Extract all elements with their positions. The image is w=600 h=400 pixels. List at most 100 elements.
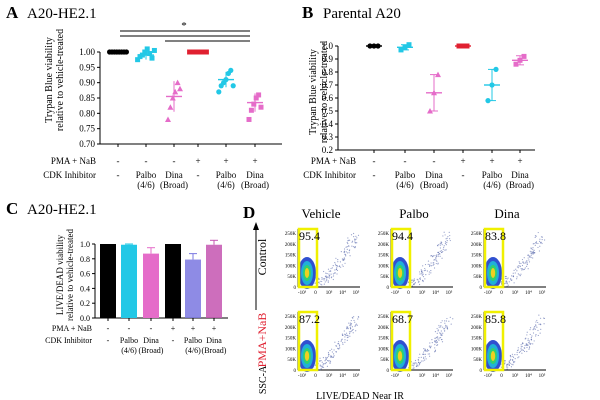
flow-dot [441, 257, 443, 259]
row2-value: Dina [165, 170, 183, 180]
flow-dot [349, 239, 351, 241]
flow-dot [539, 332, 541, 334]
flow-dot [412, 365, 414, 367]
flow-dot [439, 253, 441, 255]
row1-value: - [433, 156, 436, 166]
flow-dot [412, 279, 414, 281]
flow-dot [512, 355, 514, 357]
flow-dot [423, 357, 425, 360]
flow-y-tick: 0 [294, 286, 297, 291]
flow-gate-box [390, 227, 412, 289]
flow-dot [505, 275, 507, 278]
flow-density [397, 351, 403, 361]
flow-y-tick: 150K [378, 337, 390, 342]
flow-dot [516, 351, 518, 353]
flow-dot [321, 280, 323, 283]
y-tick-label: 0.85 [79, 93, 95, 103]
flow-dot [349, 255, 351, 257]
flow-dot [514, 354, 516, 356]
flow-col-label-vehicle: Vehicle [302, 206, 341, 221]
flow-dot [511, 275, 513, 277]
flow-dot [440, 326, 442, 328]
flow-gate-box [483, 227, 505, 289]
row1-value: - [404, 156, 407, 166]
flow-dot [534, 236, 536, 239]
flow-y-tick: 150K [471, 337, 483, 342]
flow-dot [523, 350, 526, 353]
flow-dot [354, 239, 356, 241]
flow-dot [355, 330, 357, 332]
flow-dot [518, 274, 520, 276]
flow-dot [428, 273, 430, 275]
flow-dot [450, 323, 452, 325]
flow-dot [541, 236, 543, 238]
flow-x-tick: 10⁵ [446, 373, 453, 379]
flow-dot [418, 362, 420, 364]
flow-dot [513, 282, 515, 284]
flow-dot [510, 358, 512, 360]
flow-dot [519, 265, 521, 268]
flow-y-axis-label: SSC-A [258, 365, 269, 394]
flow-dot [355, 235, 357, 237]
flow-dot [440, 251, 443, 254]
flow-dot [429, 342, 431, 344]
flow-dot [344, 253, 346, 255]
flow-dot [522, 342, 524, 344]
flow-dot [423, 353, 425, 355]
flow-dot [433, 267, 436, 269]
panel-b-ylabel-1: Trypan Blue viability [308, 49, 319, 135]
flow-dot [330, 356, 332, 358]
flow-dot [540, 324, 542, 326]
flow-dot [326, 365, 328, 367]
flow-dot [444, 234, 446, 236]
flow-dot [351, 245, 353, 247]
flow-dot [337, 343, 339, 345]
flow-dot [326, 278, 328, 280]
flow-x-tick: 10³ [419, 373, 426, 379]
flow-dot [445, 244, 447, 246]
flow-dot [356, 324, 358, 326]
panel-a-point [251, 101, 257, 107]
flow-dot [322, 357, 325, 359]
flow-dot [418, 364, 420, 366]
row1-value: + [171, 324, 176, 333]
y-tick-label: 0.6 [80, 270, 90, 279]
flow-dot [428, 350, 430, 352]
flow-y-tick: 200K [471, 326, 483, 331]
flow-dot [324, 281, 326, 283]
flow-y-arrowhead [253, 222, 259, 230]
flow-dot [329, 362, 331, 365]
flow-gate-box [390, 310, 412, 372]
flow-dot [419, 273, 421, 275]
row2-value: Palbo [184, 336, 202, 345]
flow-dot [318, 277, 320, 279]
flow-dot [335, 268, 338, 270]
flow-dot [415, 362, 417, 364]
y-tick-label: 0.3 [322, 132, 334, 142]
flow-dot [352, 328, 354, 331]
flow-dot [527, 268, 529, 270]
flow-dot [328, 270, 330, 272]
panel-a-point [147, 51, 153, 57]
flow-dot [537, 334, 539, 337]
flow-dot [512, 359, 514, 362]
flow-dot [524, 267, 526, 269]
flow-dot [529, 250, 531, 252]
flow-dot [332, 273, 334, 275]
flow-dot [529, 256, 531, 258]
panel-b-point [489, 82, 495, 88]
flow-dot [413, 283, 415, 285]
flow-dot [434, 331, 437, 333]
flow-dot [346, 248, 348, 250]
flow-dot [526, 265, 528, 267]
flow-dot [523, 257, 525, 259]
flow-dot [430, 269, 432, 272]
flow-density [397, 268, 403, 278]
flow-dot [414, 362, 416, 364]
flow-dot [528, 346, 531, 348]
flow-dot [319, 357, 321, 359]
flow-dot [516, 276, 518, 278]
flow-dot [427, 263, 429, 265]
flow-dot [423, 348, 425, 350]
flow-dot [432, 264, 434, 266]
